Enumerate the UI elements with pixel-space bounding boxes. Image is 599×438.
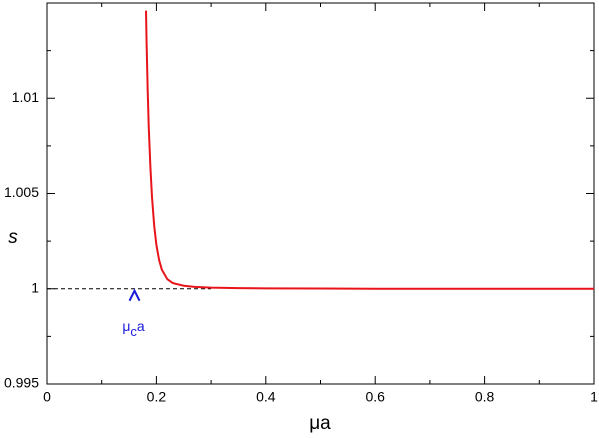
annotation-sub: c (130, 324, 137, 339)
y-tick-label: 0.995 (4, 375, 39, 391)
annotation-caret (128, 288, 141, 302)
data-line (145, 10, 594, 290)
x-tick-label: 0.8 (475, 389, 495, 405)
y-axis-title: s (8, 227, 18, 248)
y-tick-label: 1.01 (12, 89, 39, 105)
x-tick-label: 0 (43, 389, 51, 405)
x-tick-label: 0.2 (147, 389, 167, 405)
x-tick-label: 0.6 (365, 389, 385, 405)
y-tick-label: 1 (31, 279, 39, 295)
x-tick-label: 0.4 (256, 389, 276, 405)
annotation-tail: a (137, 317, 145, 333)
x-axis-title: μa (309, 413, 331, 434)
annotation-main: μ (122, 317, 130, 333)
x-tick-label: 1 (590, 389, 598, 405)
y-tick-label: 1.005 (4, 184, 39, 200)
annotation-label: μca (122, 317, 145, 339)
